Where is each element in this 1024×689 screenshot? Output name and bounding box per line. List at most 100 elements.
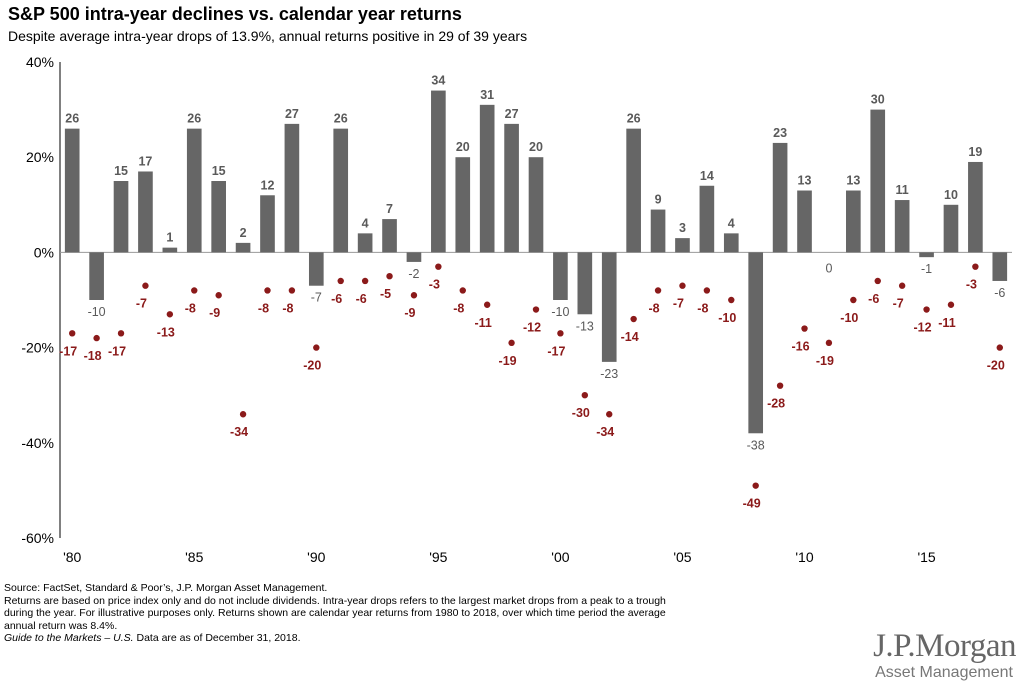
chart-title: S&P 500 intra-year declines vs. calendar… <box>8 4 462 24</box>
return-bar <box>235 242 251 253</box>
return-bar <box>723 233 739 253</box>
return-bar <box>162 247 178 253</box>
return-bar <box>260 195 275 253</box>
return-bar-label: 9 <box>655 193 662 207</box>
intra-year-drop-label: -13 <box>157 325 175 339</box>
return-bar <box>64 128 80 253</box>
intra-year-drop-point <box>483 301 491 308</box>
intra-year-drop-label: -7 <box>673 297 684 311</box>
x-tick-label: '15 <box>917 549 935 565</box>
y-tick-label: 20% <box>26 149 54 165</box>
return-bar <box>333 128 349 253</box>
return-bar-label: 4 <box>728 216 735 230</box>
intra-year-drop-point <box>654 287 662 294</box>
x-tick-label: '05 <box>673 549 691 565</box>
intra-year-drop-label: -11 <box>938 316 955 330</box>
intra-year-drop-point <box>752 482 759 489</box>
intra-year-drop-point <box>581 392 589 399</box>
intra-year-drop-label: -8 <box>697 301 708 315</box>
intra-year-drop-point <box>947 301 955 308</box>
intra-year-drop-label: -8 <box>453 301 464 315</box>
return-bar <box>357 233 373 253</box>
return-bar-label: -38 <box>747 438 765 452</box>
return-bar-label: -13 <box>576 319 594 333</box>
return-bar-label: -2 <box>408 267 419 281</box>
intra-year-drop-label: -9 <box>209 306 220 320</box>
intra-year-drop-label: -49 <box>743 497 761 511</box>
return-bar-label: -6 <box>994 286 1005 300</box>
return-bar <box>553 252 568 300</box>
intra-year-drop-label: -8 <box>648 301 659 315</box>
intra-year-drop-label: -34 <box>596 425 614 439</box>
return-bar <box>577 252 593 315</box>
intra-year-drop-label: -9 <box>404 306 415 320</box>
return-bar <box>186 128 202 253</box>
guide-title: Guide to the Markets – U.S. <box>4 632 134 644</box>
intra-year-drop-label: -30 <box>572 406 590 420</box>
return-bar-label: 7 <box>386 202 393 216</box>
return-bar <box>919 252 934 258</box>
intra-year-drop-point <box>898 282 906 289</box>
return-bar-label: 13 <box>846 174 860 188</box>
return-bar-label: 14 <box>700 169 714 183</box>
intra-year-drop-point <box>239 411 247 418</box>
intra-year-drop-label: -34 <box>230 425 248 439</box>
y-tick-label: 40% <box>26 54 54 70</box>
return-bar <box>846 190 861 253</box>
return-bar-label: 11 <box>896 183 909 197</box>
intra-year-drop-point <box>557 330 564 337</box>
return-bar <box>284 123 300 253</box>
intra-year-drop-point <box>288 287 296 294</box>
intra-year-drop-label: -3 <box>966 278 977 292</box>
return-bar <box>479 104 495 253</box>
x-tick-label: '90 <box>307 549 325 565</box>
intra-year-drop-label: -8 <box>185 301 196 315</box>
intra-year-drop-label: -8 <box>282 301 293 315</box>
return-bar <box>89 252 104 300</box>
return-bar <box>699 185 715 253</box>
intra-year-drop-label: -10 <box>840 311 858 325</box>
intra-year-drop-point <box>801 325 808 332</box>
return-bar-label: 15 <box>212 164 226 178</box>
return-bar <box>455 157 471 253</box>
guide-date: Data are as of December 31, 2018. <box>133 632 301 644</box>
intra-year-drop-point <box>69 330 76 337</box>
intra-year-drop-point <box>874 277 881 285</box>
return-bar-label: -1 <box>921 262 932 276</box>
intra-year-drop-label: -6 <box>331 292 342 306</box>
intra-year-drop-label: -12 <box>914 321 932 335</box>
chart-area: 40% 20% 0% -20% -40% -60% '80 '85 '90 '95 '00 '05 '1… <box>21 54 1012 565</box>
intra-year-drop-label: -17 <box>59 344 77 358</box>
return-bar <box>406 252 422 262</box>
return-bar <box>870 109 886 253</box>
intra-year-drop-label: -20 <box>303 359 321 373</box>
return-bar-label: 27 <box>505 107 519 121</box>
return-bar-label: -23 <box>600 367 618 381</box>
intra-year-drop-label: -8 <box>258 301 269 315</box>
intra-year-drop-point <box>435 263 442 270</box>
intra-year-drop-label: -18 <box>84 349 102 363</box>
return-bar-label: 26 <box>187 112 201 126</box>
intra-year-drop-label: -11 <box>474 316 491 330</box>
intra-year-drop-label: -6 <box>868 292 879 306</box>
intra-year-drop-point <box>361 277 369 285</box>
intra-year-drop-point <box>215 292 222 299</box>
return-bar-label: 26 <box>334 112 348 126</box>
intra-year-drop-point <box>142 282 149 289</box>
return-bar <box>431 90 446 253</box>
intra-year-drop-point <box>410 292 418 299</box>
intra-year-drop-point <box>679 282 686 289</box>
intra-year-drop-label: -7 <box>136 297 147 311</box>
intra-year-drop-label: -12 <box>523 321 541 335</box>
return-bar <box>382 219 397 253</box>
x-tick-label: '85 <box>185 549 203 565</box>
return-bar <box>894 200 910 253</box>
intra-year-drop-point <box>923 306 930 313</box>
return-bar-label: 19 <box>968 145 982 159</box>
intra-year-drop-point <box>776 382 784 389</box>
y-tick-label: -60% <box>21 530 54 546</box>
intra-year-drop-point <box>264 287 271 294</box>
intra-year-drop-label: -3 <box>429 278 440 292</box>
return-bar <box>650 209 666 253</box>
intra-year-drop-label: -16 <box>791 340 809 354</box>
